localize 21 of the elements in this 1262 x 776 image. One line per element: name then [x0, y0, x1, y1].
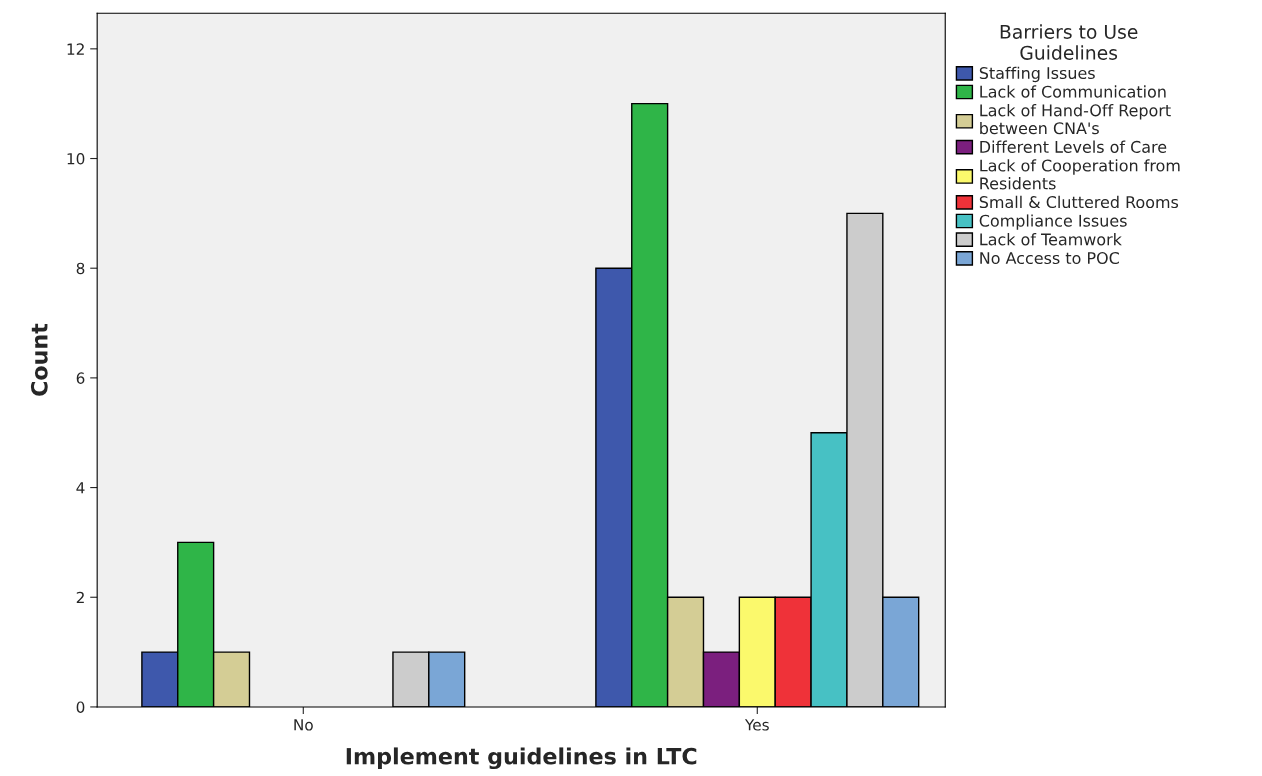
x-axis-title: Implement guidelines in LTC — [346, 747, 697, 770]
y-tick-label: 12 — [67, 43, 84, 55]
y-tick-label: 6 — [76, 372, 85, 384]
x-tick-label: Yes — [744, 719, 769, 731]
legend-title: Barriers to Use Guidelines — [1000, 24, 1138, 60]
legend-label: Compliance Issues — [979, 214, 1127, 230]
y-tick-label: 4 — [76, 482, 85, 494]
legend-label: Lack of Cooperation from Residents — [980, 159, 1180, 190]
y-tick-label: 2 — [76, 591, 84, 604]
y-tick-label: 10 — [67, 152, 85, 165]
legend-label: Small & Cluttered Rooms — [979, 195, 1179, 209]
legend-label: Lack of Communication — [980, 85, 1166, 98]
y-tick-label: 8 — [76, 262, 85, 275]
legend-label: Lack of Hand-Off Report between CNA's — [980, 104, 1171, 135]
legend-label: Different Levels of Care — [980, 140, 1167, 153]
legend-label: Lack of Teamwork — [980, 233, 1122, 246]
legend-label: No Access to POC — [980, 252, 1119, 265]
legend-label: Staffing Issues — [979, 66, 1095, 83]
y-tick-label: 0 — [76, 701, 85, 713]
x-tick-label: No — [294, 719, 313, 731]
y-axis-title: Count — [30, 323, 48, 396]
